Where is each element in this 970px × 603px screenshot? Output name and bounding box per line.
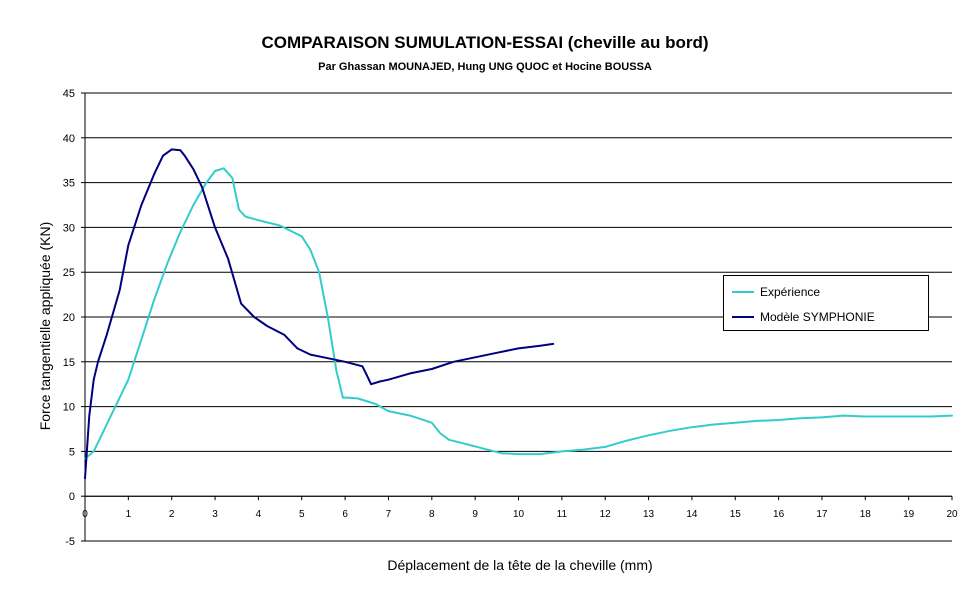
chart-subtitle: Par Ghassan MOUNAJED, Hung UNG QUOC et H… xyxy=(318,61,652,73)
y-tick-label: -5 xyxy=(65,536,75,548)
x-tick-label: 17 xyxy=(816,509,828,520)
y-tick-label: 25 xyxy=(63,267,75,279)
series-line-1 xyxy=(84,148,555,480)
y-tick-label: 15 xyxy=(63,357,75,369)
x-tick-label: 2 xyxy=(169,509,175,520)
x-tick-label: 12 xyxy=(600,509,612,520)
y-tick-labels: 45 40 35 30 25 20 15 10 5 0 -5 xyxy=(63,88,75,548)
x-tick-label: 7 xyxy=(386,509,392,520)
x-tick-label: 8 xyxy=(429,509,435,520)
y-tick-label: 45 xyxy=(63,88,75,100)
x-tick-label: 18 xyxy=(860,509,872,520)
y-tick-label: 20 xyxy=(63,312,75,324)
x-tick-label: 15 xyxy=(730,509,742,520)
x-tick-label: 19 xyxy=(903,509,915,520)
x-tick-label: 3 xyxy=(212,509,218,520)
x-tick-label: 0 xyxy=(82,509,88,520)
x-tick-labels: 0 1 2 3 4 5 6 7 8 9 10 11 12 13 14 15 16 17 18 19 20 xyxy=(82,509,958,520)
legend-item-experience: Expérience xyxy=(732,284,820,300)
chart-title: COMPARAISON SUMULATION-ESSAI (cheville a… xyxy=(261,33,709,52)
y-tick-label: 30 xyxy=(63,222,75,234)
series-lines xyxy=(84,148,953,480)
legend-swatch xyxy=(732,316,754,318)
x-tick-label: 5 xyxy=(299,509,305,520)
y-tick-label: 40 xyxy=(63,133,75,145)
x-tick-label: 14 xyxy=(686,509,698,520)
x-tick-label: 10 xyxy=(513,509,525,520)
legend: Expérience Modèle SYMPHONIE xyxy=(723,275,929,331)
x-tick-label: 13 xyxy=(643,509,655,520)
series-line-0 xyxy=(84,167,953,460)
y-tick-label: 35 xyxy=(63,178,75,190)
legend-label: Modèle SYMPHONIE xyxy=(760,310,875,324)
x-tick-label: 16 xyxy=(773,509,785,520)
x-tick-label: 4 xyxy=(256,509,262,520)
y-tick-label: 10 xyxy=(63,402,75,414)
x-tick-label: 20 xyxy=(946,509,958,520)
x-axis-label: Déplacement de la tête de la cheville (m… xyxy=(387,557,653,573)
legend-label: Expérience xyxy=(760,285,821,299)
y-axis-label: Force tangentielle appliquée (KN) xyxy=(37,221,53,431)
y-tick-label: 5 xyxy=(69,446,75,458)
x-tick-label: 6 xyxy=(342,509,348,520)
legend-item-symphonie: Modèle SYMPHONIE xyxy=(732,309,875,325)
x-tick-label: 9 xyxy=(472,509,478,520)
x-tick-label: 11 xyxy=(557,509,568,520)
legend-swatch xyxy=(732,291,754,293)
x-tick-label: 1 xyxy=(126,509,132,520)
y-tick-label: 0 xyxy=(69,491,75,503)
